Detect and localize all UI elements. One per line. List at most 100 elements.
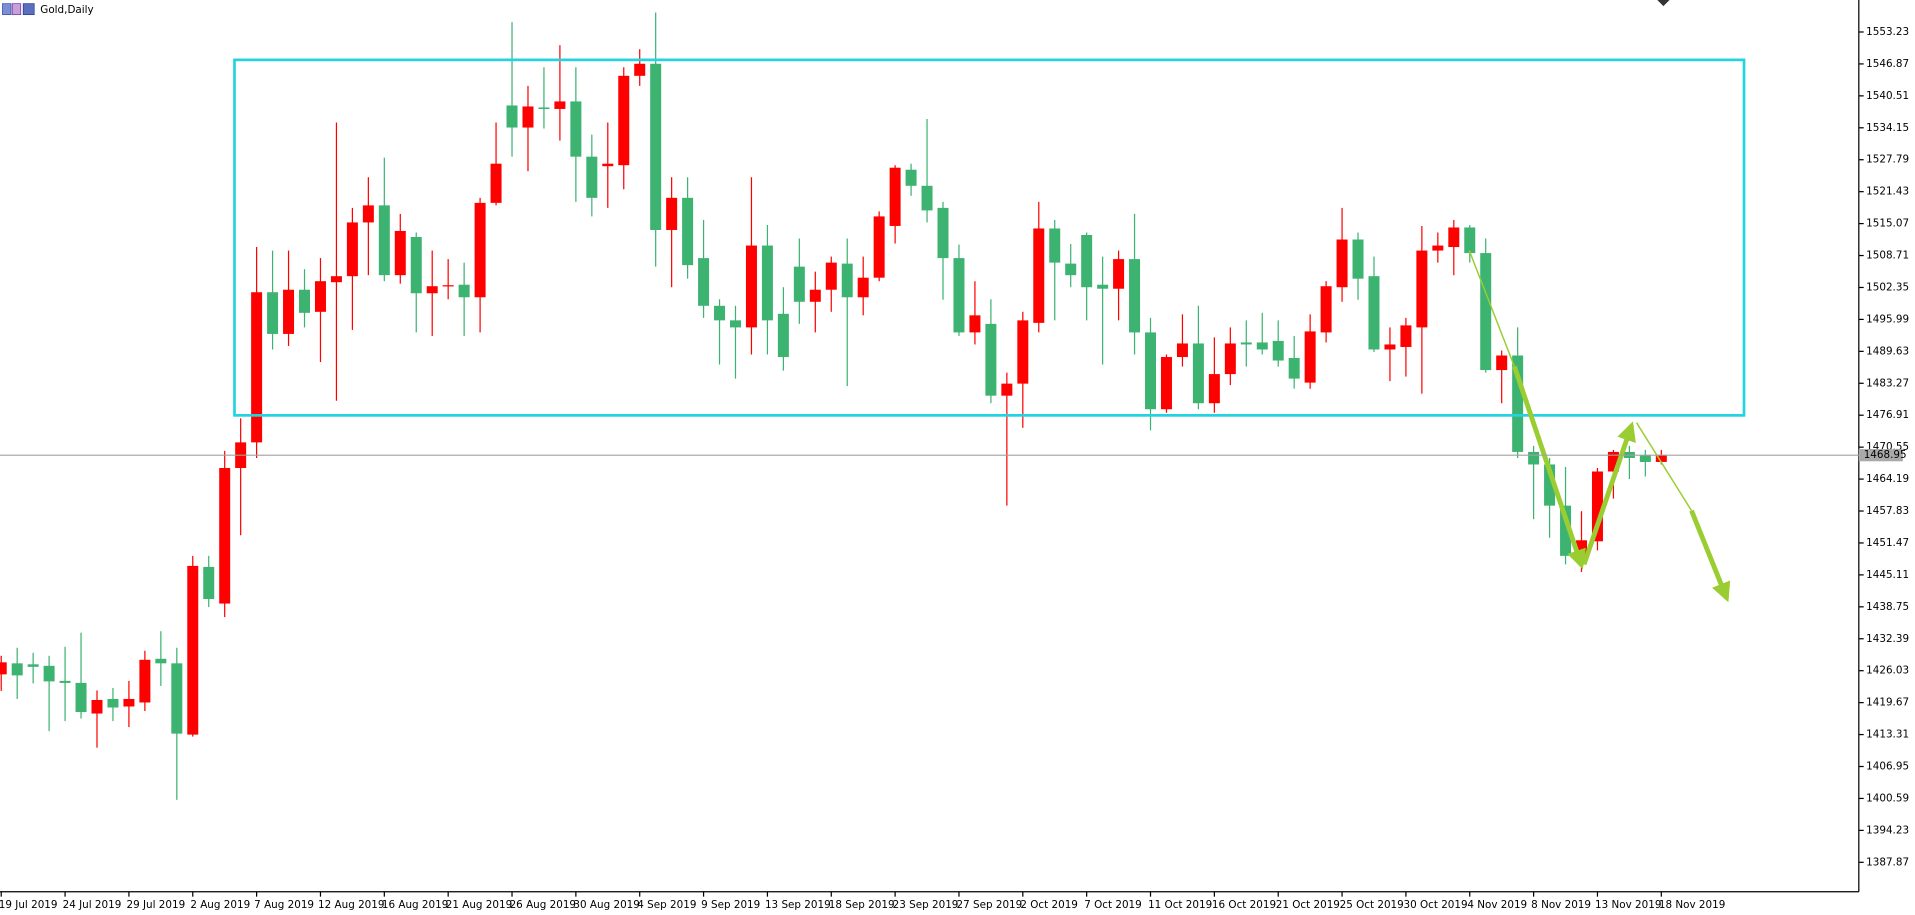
candle-body — [1129, 259, 1141, 333]
candle-body — [1655, 455, 1667, 462]
annotations — [233, 58, 1746, 603]
trend-line — [1635, 422, 1693, 512]
x-tick-label: 19 Jul 2019 — [0, 899, 58, 911]
candle-body — [426, 286, 438, 294]
x-tick-label: 30 Aug 2019 — [573, 899, 639, 911]
last-price-box — [1858, 449, 1903, 462]
candle-body — [618, 75, 630, 166]
candle-body — [1272, 340, 1284, 361]
candle-body — [1400, 325, 1412, 347]
candle-body — [937, 207, 949, 259]
candle-body — [474, 202, 486, 298]
candle-body — [554, 101, 566, 109]
y-tick-label: 1400.59 — [1866, 792, 1909, 804]
y-tick-label: 1515.07 — [1866, 218, 1909, 230]
candle-body — [314, 281, 326, 312]
y-tick-label: 1419.67 — [1866, 697, 1909, 709]
y-tick-label: 1476.91 — [1866, 409, 1909, 421]
y-tick-label: 1527.79 — [1866, 154, 1909, 166]
y-tick-label: 1534.15 — [1866, 122, 1909, 134]
candle-body — [745, 245, 757, 328]
candle-body — [123, 698, 135, 707]
candle-body — [1544, 464, 1556, 506]
candle-body — [1448, 227, 1460, 248]
x-tick-label: 13 Sep 2019 — [765, 899, 831, 911]
candle-body — [905, 169, 917, 186]
candle-body — [267, 292, 279, 334]
candle-body — [714, 305, 726, 321]
candle-body — [666, 197, 678, 230]
candle-body — [921, 185, 933, 211]
candle-body — [1560, 505, 1572, 556]
x-tick-label: 2 Oct 2019 — [1020, 899, 1078, 911]
candle-body — [1017, 320, 1029, 384]
candle-body — [1607, 451, 1619, 472]
plot-area — [0, 12, 1667, 800]
candle-body — [1065, 263, 1077, 276]
x-tick-label: 27 Sep 2019 — [957, 899, 1023, 911]
candle-body — [139, 659, 151, 703]
x-tick-label: 13 Nov 2019 — [1595, 899, 1661, 911]
candle-body — [75, 682, 87, 713]
candle-body — [1416, 250, 1428, 328]
candle-body — [1464, 227, 1476, 254]
candle-body — [602, 163, 614, 167]
y-tick-label: 1540.51 — [1866, 90, 1909, 102]
chart-title: Gold,Daily — [40, 4, 93, 16]
trend-arrow — [1512, 365, 1586, 570]
candle-body — [43, 665, 55, 682]
title-block: Gold,Daily — [2, 3, 94, 16]
y-tick-label: 1546.87 — [1866, 58, 1909, 70]
candle-body — [522, 106, 534, 128]
y-tick-label: 1432.39 — [1866, 633, 1909, 645]
candle-body — [586, 156, 598, 198]
candle-body — [1049, 228, 1061, 263]
x-tick-label: 8 Nov 2019 — [1531, 899, 1591, 911]
x-tick-label: 4 Nov 2019 — [1467, 899, 1527, 911]
icon — [2, 3, 12, 16]
y-tick-label: 1489.63 — [1866, 345, 1909, 357]
icon — [11, 3, 22, 16]
x-tick-label: 7 Oct 2019 — [1084, 899, 1142, 911]
candle-body — [91, 699, 103, 714]
candle-body — [171, 663, 183, 734]
candle-body — [283, 289, 295, 334]
candle-body — [187, 565, 199, 735]
x-tick-label: 7 Aug 2019 — [254, 899, 314, 911]
y-tick-label: 1483.27 — [1866, 377, 1909, 389]
candle-body — [1145, 332, 1157, 410]
candle-body — [1224, 343, 1236, 375]
candle-body — [841, 263, 853, 298]
candle-body — [442, 285, 454, 287]
candle-body — [506, 105, 518, 128]
candle-body — [1352, 239, 1364, 279]
y-tick-label: 1387.87 — [1866, 856, 1909, 868]
candle-body — [1384, 344, 1396, 350]
candle-body — [873, 216, 885, 278]
candle-body — [1001, 383, 1013, 396]
candle-body — [538, 107, 550, 109]
x-tick-label: 2 Aug 2019 — [190, 899, 250, 911]
x-tick-label: 11 Oct 2019 — [1148, 899, 1212, 911]
candle-body — [761, 245, 773, 321]
icon — [22, 3, 35, 16]
candle-body — [1256, 342, 1268, 350]
candle-body — [1033, 228, 1045, 323]
candle-body — [809, 289, 821, 302]
x-tick-label: 23 Sep 2019 — [893, 899, 959, 911]
candle-body — [155, 658, 167, 664]
y-tick-label: 1445.11 — [1866, 569, 1909, 581]
x-tick-label: 24 Jul 2019 — [63, 899, 122, 911]
y-tick-label: 1464.19 — [1866, 473, 1909, 485]
candle-body — [1192, 343, 1204, 404]
candle-body — [0, 662, 7, 675]
y-tick-label: 1426.03 — [1866, 665, 1909, 677]
candle-body — [1097, 284, 1109, 289]
x-tick-label: 16 Aug 2019 — [382, 899, 448, 911]
candle-body — [1368, 276, 1380, 350]
candle-body — [1496, 355, 1508, 371]
y-tick-label: 1457.83 — [1866, 505, 1909, 517]
x-tick-label: 18 Nov 2019 — [1659, 899, 1725, 911]
